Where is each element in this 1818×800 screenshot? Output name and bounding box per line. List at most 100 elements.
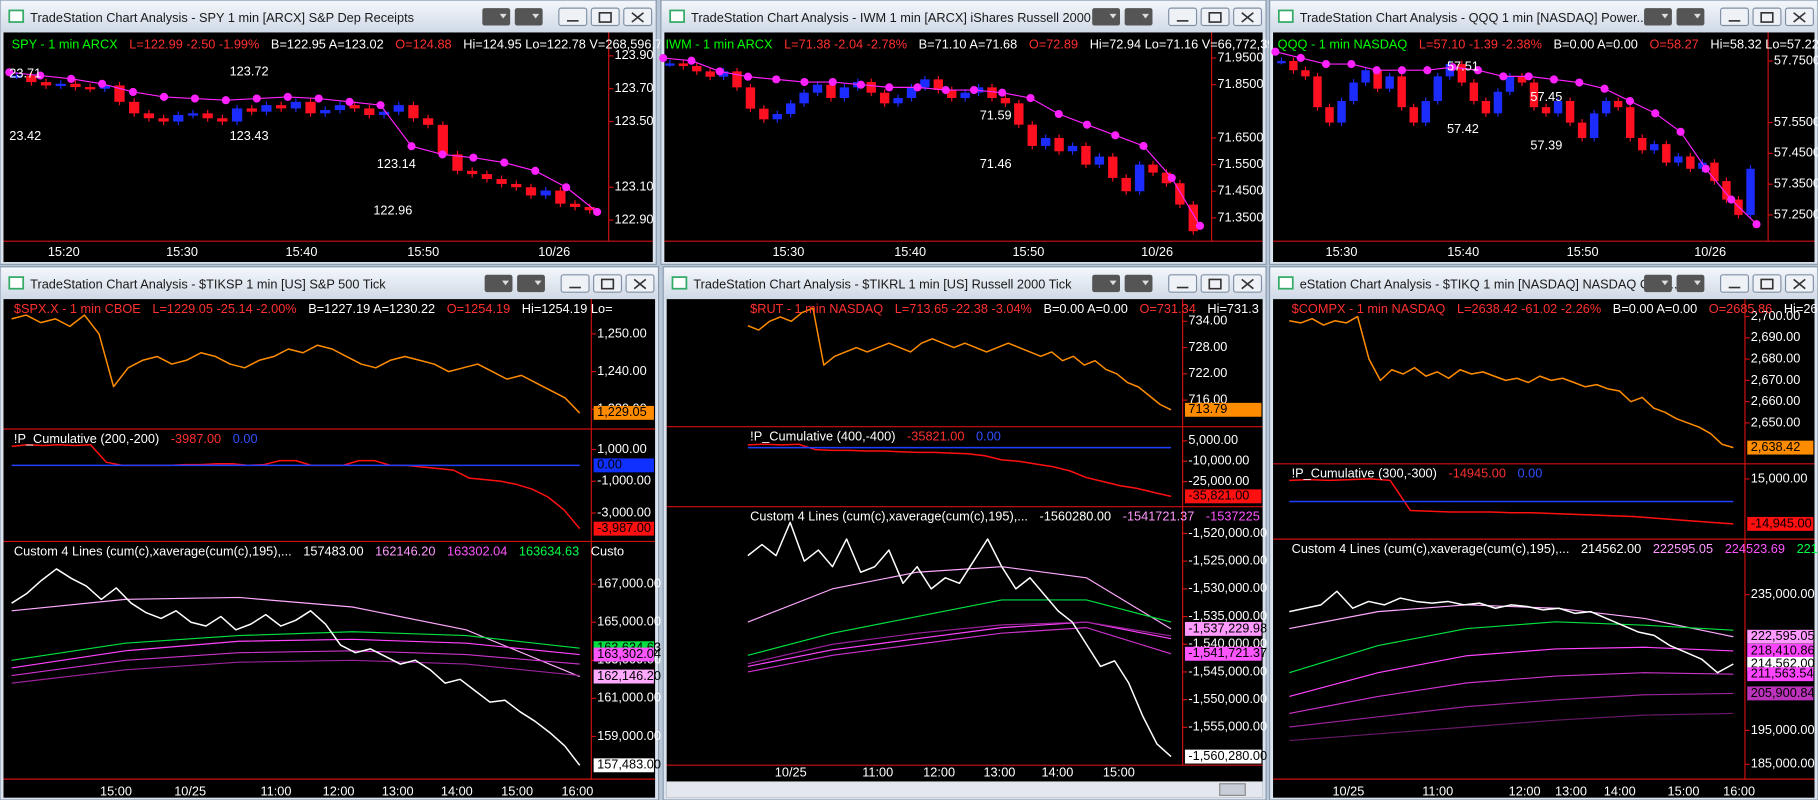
window-button-glyph[interactable] [600, 278, 615, 290]
window-button[interactable] [1233, 274, 1263, 293]
menu-button-bg[interactable] [1676, 274, 1705, 293]
candle [1613, 101, 1623, 108]
window-button-glyph[interactable] [1760, 11, 1774, 23]
menu-button-arrow[interactable] [1693, 13, 1701, 19]
menu-button[interactable] [1676, 274, 1705, 293]
menu-button-arrow[interactable] [532, 13, 540, 19]
window-button-bg[interactable] [1168, 7, 1198, 27]
trail-dot [800, 77, 809, 87]
menu-button-arrow[interactable] [1693, 280, 1701, 286]
window-button-bg[interactable] [558, 7, 588, 27]
menu-button[interactable] [482, 8, 511, 26]
menu-button-arrow[interactable] [499, 13, 507, 19]
window-button-bg[interactable] [590, 7, 620, 27]
window-button[interactable] [1233, 7, 1263, 27]
window-button[interactable] [1784, 274, 1814, 293]
pane-header: 22178 [1797, 541, 1818, 556]
window-button-bg[interactable] [593, 274, 623, 293]
y-tick-label: 2,700.00 [1751, 308, 1801, 323]
window-button-bg[interactable] [1720, 274, 1750, 293]
window-button-bg[interactable] [1168, 274, 1198, 293]
window-button[interactable] [1784, 7, 1814, 27]
menu-button-arrow[interactable] [1661, 280, 1669, 286]
pane-header: O=58.27 [1650, 37, 1699, 52]
menu-button-arrow[interactable] [534, 280, 542, 286]
menu-button-arrow[interactable] [1142, 13, 1149, 19]
menu-button[interactable] [1124, 8, 1153, 26]
window-button-bg[interactable] [560, 274, 590, 293]
menu-button[interactable] [1092, 8, 1121, 26]
window-button-bg[interactable] [1752, 7, 1782, 27]
pane-header: Custom 4 Lines (cum(c),xaverage(cum(c),1… [14, 543, 292, 558]
chart-window: TradeStation Chart Analysis - IWM 1 min … [659, 0, 1298, 265]
menu-button-bg[interactable] [514, 8, 543, 26]
trail-dot [941, 85, 950, 95]
window-button[interactable] [1168, 274, 1198, 293]
menu-button[interactable] [1676, 8, 1705, 26]
menu-button-arrow[interactable] [1109, 13, 1117, 19]
scroll-thumb[interactable] [1219, 783, 1246, 796]
menu-button-arrow[interactable] [1661, 13, 1669, 19]
window-button-bg[interactable] [1200, 274, 1230, 293]
menu-button-bg[interactable] [1644, 274, 1672, 293]
window-button-glyph[interactable] [1793, 278, 1806, 290]
menu-button-bg[interactable] [1092, 274, 1121, 293]
window-button[interactable] [1752, 274, 1782, 293]
window-button-glyph[interactable] [631, 12, 644, 23]
pane-header: Hi=58.32 Lo=57.22 V=6 [1710, 37, 1818, 52]
window-button[interactable] [1752, 7, 1782, 27]
y-tick-label: -3,000.00 [597, 504, 651, 519]
y-tick-label: 71.6500 [1217, 129, 1263, 144]
window-button-glyph[interactable] [1793, 12, 1806, 23]
pane-header: B=0.00 A=0.00 [1043, 301, 1127, 316]
menu-button-bg[interactable] [1124, 8, 1153, 26]
window-button[interactable] [1200, 274, 1230, 293]
x-tick-label: 16:00 [561, 783, 593, 798]
window-button-glyph[interactable] [1208, 278, 1222, 290]
window-button-bg[interactable] [1752, 274, 1782, 293]
window-button-bg[interactable] [1200, 7, 1230, 27]
menu-button[interactable] [1124, 274, 1153, 293]
window-button[interactable] [623, 7, 653, 27]
window-button[interactable] [593, 274, 623, 293]
menu-button-bg[interactable] [482, 8, 511, 26]
window-button[interactable] [1720, 274, 1750, 293]
menu-button-arrow[interactable] [502, 280, 509, 286]
window-button[interactable] [558, 7, 588, 27]
menu-button[interactable] [517, 274, 545, 293]
window-button[interactable] [625, 274, 655, 293]
menu-button-bg[interactable] [1124, 274, 1153, 293]
window-button-glyph[interactable] [1241, 278, 1254, 290]
price-annotation: 123.14 [377, 156, 416, 171]
menu-button-bg[interactable] [1644, 8, 1672, 26]
window-button[interactable] [1200, 7, 1230, 27]
pane-header: 157483.00 [303, 543, 363, 558]
price-line [11, 443, 581, 530]
window-button-bg[interactable] [1720, 7, 1750, 27]
window-button-glyph[interactable] [598, 11, 612, 23]
window-button[interactable] [1168, 7, 1198, 27]
window-button-glyph[interactable] [1241, 12, 1254, 23]
window-button-glyph[interactable] [1208, 11, 1222, 23]
window-button[interactable] [560, 274, 590, 293]
window-button[interactable] [590, 7, 620, 27]
menu-button[interactable] [1644, 274, 1672, 293]
window-button-glyph[interactable] [633, 278, 647, 290]
menu-button-bg[interactable] [1676, 8, 1705, 26]
menu-button-arrow[interactable] [1142, 280, 1149, 286]
menu-button-bg[interactable] [1092, 8, 1121, 26]
menu-button[interactable] [514, 8, 543, 26]
last-value-label: 205,900.84 [1751, 685, 1815, 700]
candle [246, 108, 257, 112]
menu-button[interactable] [1644, 8, 1672, 26]
window-button-glyph[interactable] [1760, 278, 1774, 290]
scrollbar[interactable] [666, 781, 1263, 798]
menu-button-bg[interactable] [517, 274, 545, 293]
menu-button[interactable] [484, 274, 513, 293]
pane-header: O=731.34 [1139, 301, 1195, 316]
menu-button[interactable] [1092, 274, 1121, 293]
pane-header: 224523.69 [1725, 541, 1785, 556]
menu-button-bg[interactable] [484, 274, 513, 293]
menu-button-arrow[interactable] [1109, 280, 1117, 286]
window-button[interactable] [1720, 7, 1750, 27]
